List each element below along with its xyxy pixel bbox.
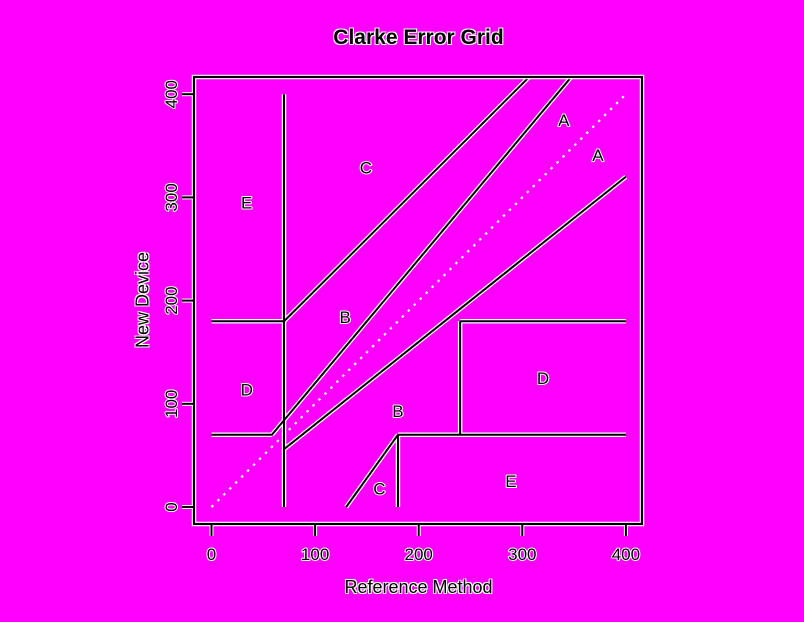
y-tick-label: 300 — [162, 183, 181, 211]
chart-title: Clarke Error Grid — [333, 26, 504, 49]
y-tick-label: 200 — [162, 286, 181, 314]
y-tick-label: 100 — [162, 390, 181, 418]
y-tick-label: 0 — [162, 502, 181, 511]
y-tick-label: 400 — [162, 80, 181, 108]
x-tick-label: 300 — [508, 545, 536, 564]
zone-label-b: B — [392, 402, 403, 421]
zone-label-a: A — [558, 111, 570, 130]
zone-label-c: C — [360, 158, 372, 177]
zone-label-e: E — [505, 472, 516, 491]
identity-line — [210, 93, 627, 508]
zone-label-c: C — [373, 479, 385, 498]
x-tick-label: 400 — [612, 545, 640, 564]
x-tick-label: 200 — [405, 545, 433, 564]
zone-boundary-line — [283, 175, 627, 450]
x-tick-label: 100 — [301, 545, 329, 564]
zone-label-a: A — [592, 146, 604, 165]
plot-area — [210, 77, 628, 509]
zone-label-d: D — [241, 380, 253, 399]
zone-boundary-line — [283, 77, 530, 322]
x-axis-label: Reference Method — [344, 577, 493, 597]
zone-boundary-line — [271, 77, 572, 436]
zone-label-e: E — [241, 194, 252, 213]
zone-label-d: D — [537, 369, 549, 388]
zone-boundary-line — [345, 434, 399, 508]
zone-label-b: B — [339, 308, 350, 327]
x-tick-label: 0 — [207, 545, 216, 564]
plot-box — [192, 75, 644, 526]
